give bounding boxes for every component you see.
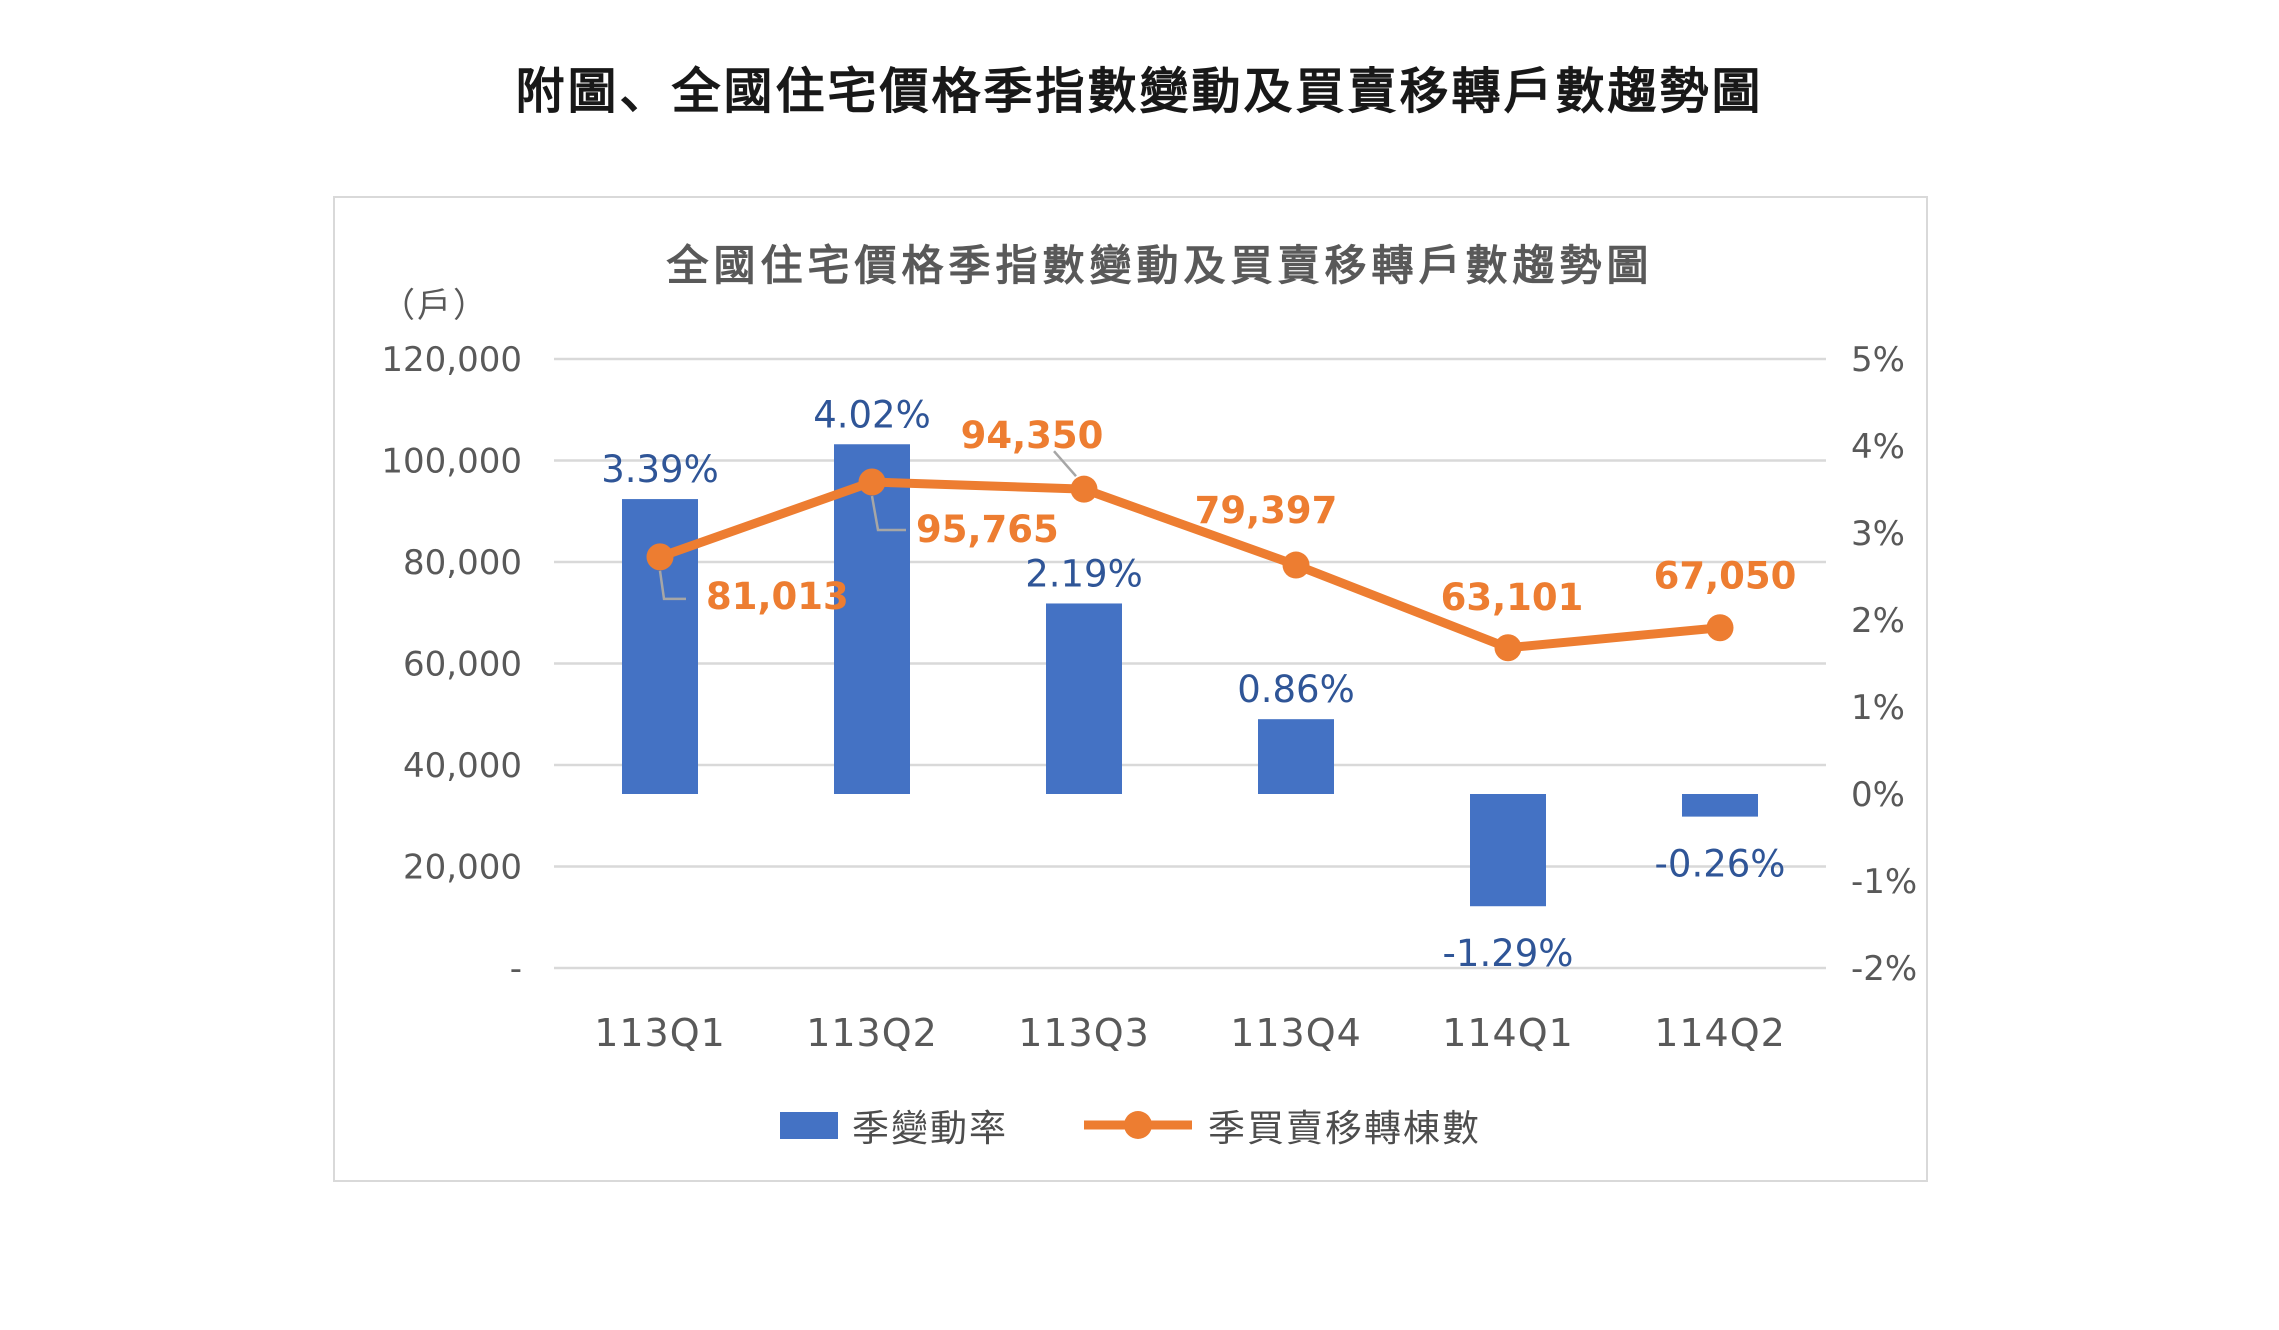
bar-series-swatch-icon [780, 1111, 838, 1139]
page-title: 附圖、全國住宅價格季指數變動及買賣移轉戶數趨勢圖 [515, 63, 1764, 120]
bar-value-label: -1.29% [1443, 932, 1574, 975]
right-axis-tick-label: 0% [1851, 775, 1905, 815]
right-axis-tick-label: 4% [1851, 427, 1905, 467]
legend-line-series-label: 季買賣移轉棟數 [1208, 1107, 1481, 1150]
bar-value-label: 4.02% [813, 393, 931, 436]
left-axis-unit-label: （戶） [381, 286, 489, 326]
category-label: 114Q1 [1442, 1011, 1574, 1055]
category-label: 113Q2 [806, 1011, 938, 1055]
chart-container: （戶） 全國住宅價格季指數變動及買賣移轉戶數趨勢圖 120,000 100,000… [333, 196, 1928, 1182]
data-label-leader-line [658, 570, 686, 601]
category-label: 113Q1 [594, 1011, 726, 1055]
right-axis-tick-label: -2% [1851, 949, 1917, 989]
legend-bar-series-label: 季變動率 [852, 1107, 1008, 1150]
chart-title: 全國住宅價格季指數變動及買賣移轉戶數趨勢圖 [666, 241, 1654, 290]
category-label: 113Q3 [1018, 1011, 1150, 1055]
bar-114Q1 [1470, 794, 1546, 907]
line-value-label: 79,397 [1195, 489, 1338, 532]
category-label: 113Q4 [1230, 1011, 1362, 1055]
line-point-113Q2 [858, 468, 886, 496]
bar-value-label: 2.19% [1025, 552, 1143, 595]
line-series-swatch-icon [1084, 1111, 1192, 1139]
right-axis-tick-label: 2% [1851, 601, 1905, 641]
bar-value-label: -0.26% [1655, 843, 1786, 886]
line-point-113Q4 [1282, 551, 1310, 579]
left-axis-tick-label: - [510, 949, 522, 989]
category-label: 114Q2 [1654, 1011, 1786, 1055]
right-axis-tick-label: 1% [1851, 688, 1905, 728]
left-axis-tick-label: 20,000 [403, 848, 522, 888]
right-axis-tick-label: -1% [1851, 862, 1917, 902]
bar-value-label: 3.39% [601, 448, 719, 491]
left-axis-tick-label: 100,000 [381, 442, 522, 482]
line-point-113Q3 [1070, 475, 1098, 503]
legend-item-line-series: 季買賣移轉棟數 [1082, 1098, 1481, 1152]
line-value-label: 95,765 [916, 508, 1059, 551]
left-axis-tick-label: 120,000 [381, 340, 522, 380]
combo-chart-plot: 120,000 100,000 80,000 60,000 40,000 20,000 - 5… [381, 340, 1917, 1055]
line-value-label: 94,350 [961, 414, 1104, 457]
right-axis-tick-label: 5% [1851, 340, 1905, 380]
bar-114Q2 [1682, 794, 1758, 817]
left-axis-tick-label: 80,000 [403, 543, 522, 583]
bar-113Q3 [1046, 603, 1122, 794]
line-value-label: 67,050 [1654, 555, 1797, 598]
chart-legend: 季變動率 季買賣移轉棟數 [335, 1098, 1926, 1152]
bar-value-label: 0.86% [1237, 668, 1355, 711]
line-point-114Q1 [1494, 634, 1522, 662]
left-axis-tick-label: 40,000 [403, 746, 522, 786]
line-point-113Q1 [646, 543, 674, 571]
line-series-path [655, 477, 1725, 653]
legend-item-bar-series: 季變動率 [780, 1098, 1008, 1152]
data-label-leader-line [870, 495, 906, 532]
line-point-114Q2 [1706, 614, 1734, 642]
left-axis-tick-label: 60,000 [403, 645, 522, 685]
right-axis-tick-label: 3% [1851, 514, 1905, 554]
line-value-label: 63,101 [1441, 576, 1584, 619]
line-value-label: 81,013 [706, 575, 849, 618]
bar-113Q4 [1258, 719, 1334, 794]
data-label-leader-line [1053, 450, 1077, 477]
